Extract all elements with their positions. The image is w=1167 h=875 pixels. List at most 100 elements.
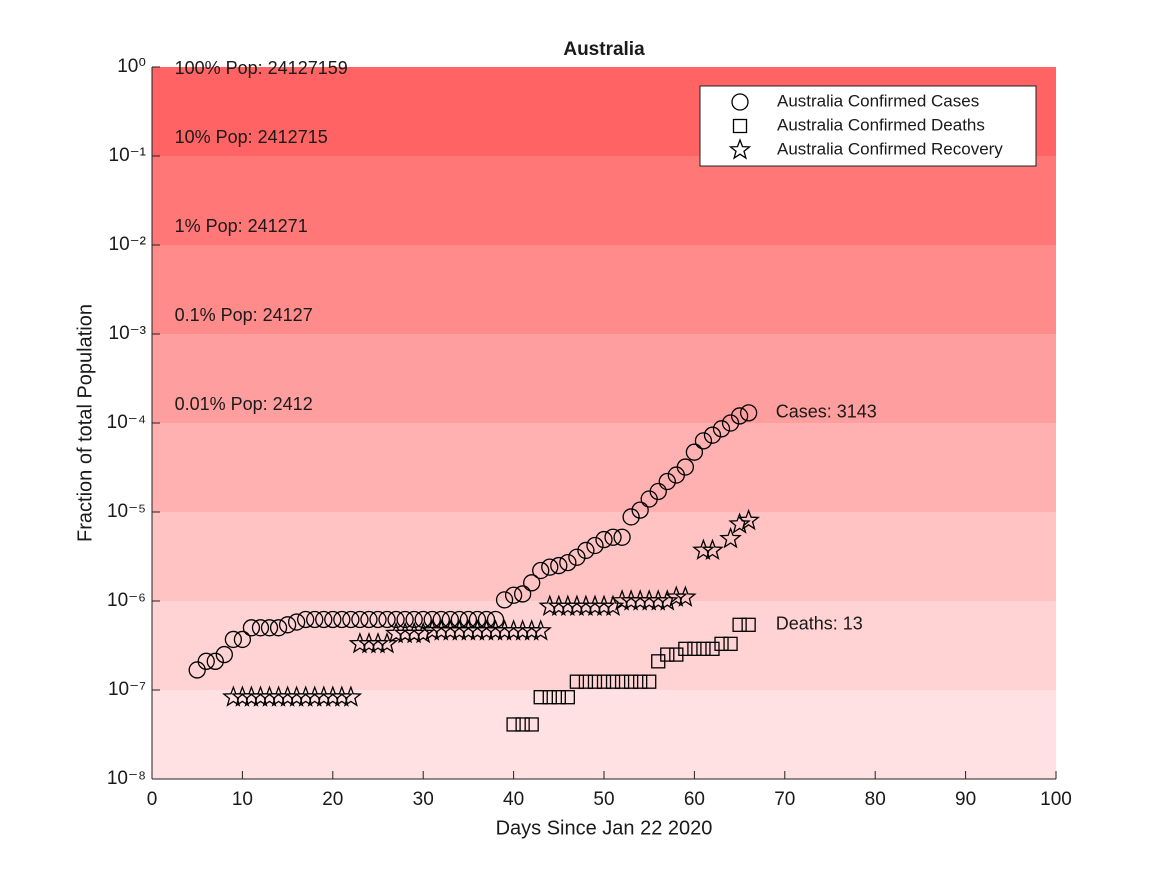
legend-label: Australia Confirmed Recovery	[777, 139, 1003, 158]
star-marker	[339, 685, 363, 707]
circle-marker	[658, 472, 676, 491]
chart-title: Australia	[563, 39, 645, 60]
star-marker	[538, 594, 562, 617]
star-marker	[628, 589, 652, 611]
star-marker	[240, 685, 263, 707]
x-tick-label: 90	[955, 789, 976, 810]
circle-marker	[215, 645, 233, 664]
annotation: 100% Pop: 24127159	[175, 58, 348, 78]
legend-label: Australia Confirmed Cases	[777, 91, 979, 110]
square-marker	[741, 617, 756, 632]
circle-marker	[324, 610, 342, 629]
square-marker	[596, 674, 612, 689]
square-marker	[515, 717, 530, 732]
square-marker	[723, 636, 738, 652]
circle-marker	[712, 420, 731, 438]
annotation: 1% Pop: 241271	[175, 216, 308, 236]
y-tick-label: 10⁻⁵	[107, 501, 146, 522]
circle-marker	[206, 652, 224, 670]
y-axis-label: Fraction of total Population	[74, 304, 96, 542]
circle-marker	[694, 432, 713, 450]
star-marker	[420, 619, 444, 641]
circle-marker	[577, 541, 595, 560]
square-marker	[524, 717, 539, 732]
annotation: Deaths: 13	[776, 614, 863, 634]
circle-marker	[541, 558, 559, 576]
x-tick-label: 20	[322, 789, 343, 810]
star-marker	[692, 538, 715, 561]
square-marker	[569, 674, 585, 689]
circle-marker	[513, 585, 532, 603]
circle-marker	[568, 548, 586, 566]
square-marker	[705, 641, 720, 656]
y-tick-label: 10⁻²	[109, 234, 147, 255]
annotation: Cases: 3143	[776, 402, 877, 422]
star-marker	[222, 685, 245, 707]
x-tick-label: 30	[413, 789, 434, 810]
square-marker	[506, 717, 521, 732]
star-marker	[511, 619, 534, 641]
star-marker	[719, 526, 742, 549]
x-tick-label: 100	[1040, 789, 1072, 810]
star-marker	[728, 138, 752, 160]
circle-marker	[405, 610, 423, 629]
y-tick-label: 10⁻⁴	[107, 412, 146, 433]
square-marker	[614, 674, 630, 689]
star-marker	[656, 589, 679, 611]
square-marker	[560, 690, 575, 705]
square-marker	[605, 674, 621, 689]
circle-marker	[631, 501, 649, 519]
circle-marker	[278, 616, 297, 634]
star-marker	[493, 619, 516, 641]
square-marker	[623, 674, 639, 689]
square-marker	[678, 641, 693, 656]
circle-marker	[378, 610, 396, 629]
star-marker	[267, 685, 290, 707]
star-marker	[674, 585, 697, 607]
circle-marker	[559, 553, 577, 572]
square-marker	[587, 674, 603, 689]
circle-marker	[369, 610, 387, 629]
circle-marker	[523, 574, 541, 592]
y-tick-label: 10⁻³	[109, 323, 147, 344]
square-marker	[578, 674, 594, 689]
x-tick-label: 10	[232, 789, 253, 810]
star-marker	[737, 508, 760, 531]
circle-marker	[532, 561, 550, 580]
circle-marker	[333, 610, 351, 629]
population-band	[152, 601, 1056, 690]
star-marker	[556, 594, 580, 617]
circle-marker	[622, 508, 640, 526]
circle-marker	[260, 619, 279, 637]
circle-marker	[604, 528, 622, 546]
circle-marker	[396, 610, 414, 629]
star-marker	[646, 589, 670, 611]
y-tick-label: 10⁰	[117, 56, 146, 77]
circle-marker	[731, 93, 749, 111]
population-band	[152, 690, 1056, 779]
square-marker	[687, 641, 702, 656]
circle-marker	[242, 619, 261, 637]
circle-marker	[703, 426, 722, 444]
circle-marker	[721, 414, 740, 432]
circle-marker	[730, 407, 749, 425]
annotation: 0.1% Pop: 24127	[175, 305, 313, 325]
x-tick-label: 0	[147, 789, 158, 810]
x-tick-label: 80	[865, 789, 886, 810]
square-marker	[542, 690, 557, 705]
star-marker	[357, 632, 381, 654]
circle-marker	[342, 610, 360, 629]
square-marker	[669, 647, 684, 662]
circle-marker	[595, 530, 613, 549]
circle-marker	[550, 556, 568, 575]
x-axis-label: Days Since Jan 22 2020	[496, 817, 713, 839]
square-marker	[732, 617, 747, 632]
circle-marker	[495, 591, 514, 609]
star-marker	[285, 685, 308, 707]
y-tick-label: 10⁻¹	[109, 145, 147, 166]
circle-marker	[306, 610, 324, 629]
y-tick-label: 10⁻⁷	[108, 679, 146, 700]
square-marker	[732, 118, 748, 134]
star-marker	[529, 619, 552, 641]
